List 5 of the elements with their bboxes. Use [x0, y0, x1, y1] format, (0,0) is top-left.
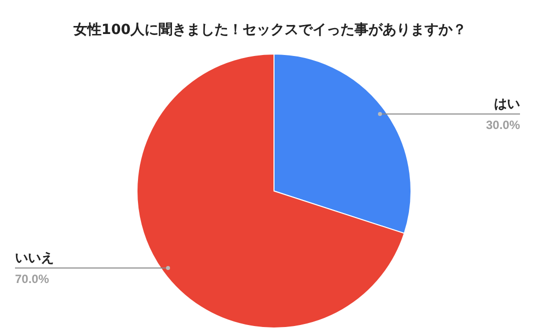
chart-title: 女性100人に聞きました！セックスでイった事がありますか？: [72, 22, 467, 38]
data-label: 30.0%: [486, 118, 520, 132]
slice-label: はい: [494, 97, 520, 112]
slice-label: いいえ: [15, 251, 54, 266]
data-label: 70.0%: [15, 272, 50, 286]
